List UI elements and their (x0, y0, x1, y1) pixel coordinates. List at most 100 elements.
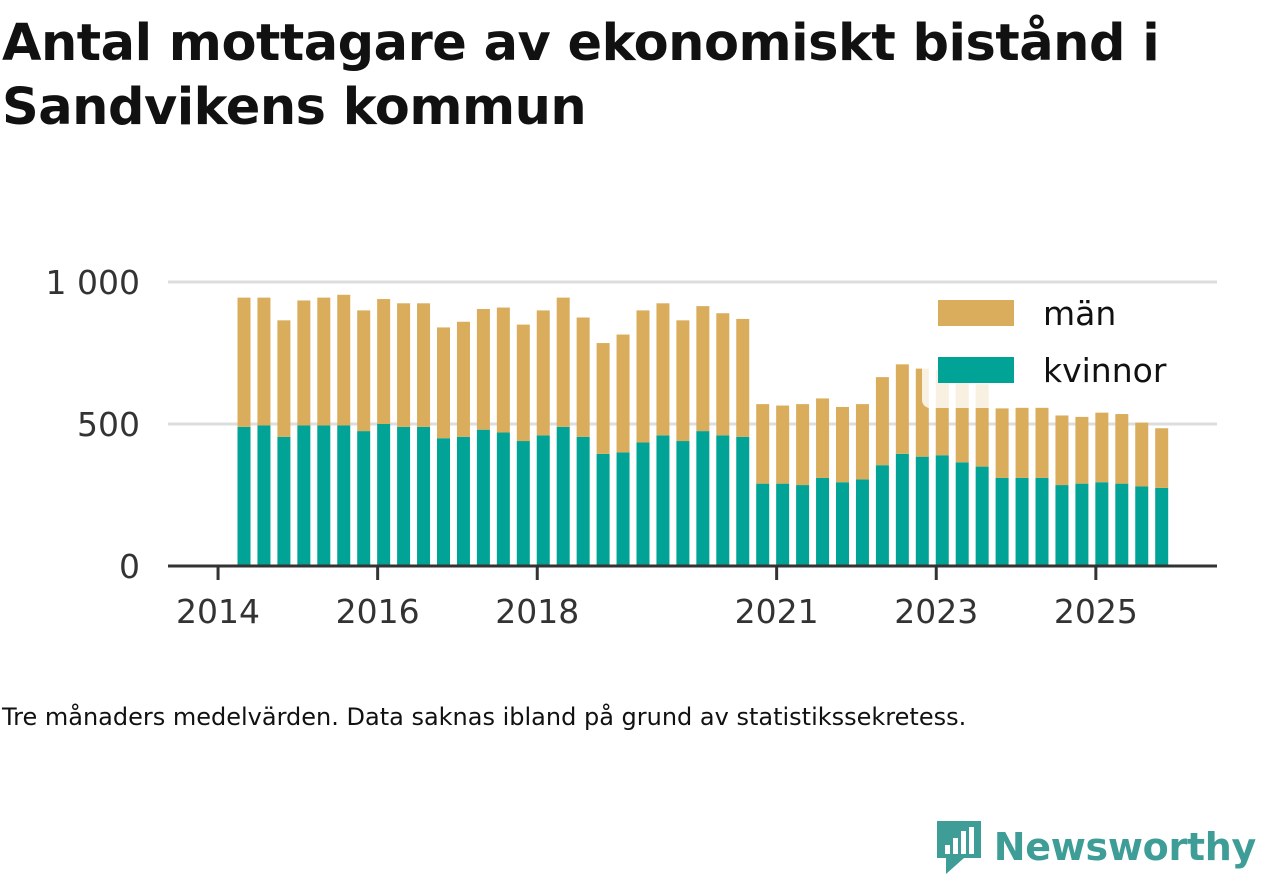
bar-kvinnor (816, 477, 830, 566)
bar-kvinnor (516, 441, 530, 566)
legend-swatch-kvinnor (938, 357, 1014, 383)
legend-label-kvinnor: kvinnor (1043, 351, 1167, 390)
legend-swatch-man (938, 300, 1014, 326)
bar-kvinnor (716, 435, 730, 566)
bars (237, 294, 1169, 566)
bar-man (277, 320, 291, 437)
bar-kvinnor (1075, 483, 1089, 566)
bar-kvinnor (576, 436, 590, 566)
bar-man (496, 307, 510, 433)
legend-label-man: män (1043, 294, 1116, 333)
bar-man (556, 297, 570, 427)
bar-kvinnor (975, 466, 989, 566)
bar-kvinnor (297, 425, 311, 566)
bar-kvinnor (437, 438, 450, 566)
bar-kvinnor (995, 477, 1009, 566)
bar-kvinnor (556, 426, 570, 566)
bar-man (616, 334, 630, 453)
bar-kvinnor (476, 429, 490, 566)
bar-man (875, 377, 889, 466)
bar-kvinnor (496, 432, 510, 566)
bar-man (1055, 415, 1069, 486)
bar-kvinnor (357, 431, 371, 566)
bar-kvinnor (875, 465, 889, 566)
bar-man (437, 327, 450, 439)
bar-kvinnor (596, 453, 610, 566)
bar-man (397, 303, 411, 427)
bar-man (516, 324, 530, 442)
bar-man (736, 318, 750, 437)
bar-kvinnor (536, 435, 550, 566)
bar-kvinnor (915, 456, 929, 566)
bar-man (476, 308, 490, 430)
bar-man (1115, 414, 1129, 484)
bar-man (1075, 416, 1089, 484)
bar-man (237, 297, 251, 427)
y-tick-label: 0 (119, 547, 140, 586)
bar-kvinnor (1135, 486, 1149, 566)
bar-man (895, 364, 909, 454)
bar-kvinnor (616, 452, 630, 566)
y-tick-label: 1 000 (46, 263, 140, 302)
bar-man (297, 300, 311, 426)
newsworthy-logo-icon (936, 821, 981, 874)
x-tick-label: 2014 (176, 592, 260, 631)
bar-man (756, 404, 770, 484)
bar-man (417, 303, 431, 427)
x-tick-label: 2025 (1054, 592, 1138, 631)
bar-kvinnor (337, 425, 351, 566)
bar-man (995, 408, 1009, 478)
bar-kvinnor (736, 436, 750, 566)
bar-man (836, 406, 849, 483)
chart-title: Antal mottagare av ekonomiskt bistånd i … (2, 14, 1160, 137)
bar-kvinnor (1055, 485, 1069, 566)
bar-man (676, 320, 690, 442)
x-tick-label: 2021 (735, 592, 819, 631)
bar-man (377, 299, 391, 424)
bar-kvinnor (696, 431, 710, 566)
bar-kvinnor (935, 455, 949, 566)
axes: 0 500 1 000 2014 2016 2018 2021 2023 2025 (46, 263, 1217, 631)
bar-man (357, 310, 371, 432)
caption: Tre månaders medelvärden. Data saknas ib… (2, 703, 967, 731)
bar-man (636, 310, 650, 443)
x-tick-label: 2023 (894, 592, 978, 631)
bar-kvinnor (1155, 487, 1169, 566)
bar-kvinnor (855, 479, 869, 566)
bar-man (536, 310, 550, 436)
bar-kvinnor (796, 485, 810, 566)
y-tick-label: 500 (77, 405, 140, 444)
bar-man (1015, 406, 1029, 478)
bar-kvinnor (1035, 477, 1049, 566)
newsworthy-logo: Newsworthy (934, 818, 1256, 876)
bar-kvinnor (895, 453, 909, 566)
bar-kvinnor (397, 426, 411, 566)
newsworthy-logo-text: Newsworthy (993, 825, 1257, 869)
bar-man (576, 317, 590, 437)
x-tick-label: 2016 (336, 592, 420, 631)
bar-man (816, 398, 830, 478)
bar-man (257, 297, 271, 426)
bar-kvinnor (377, 424, 391, 566)
bar-man (855, 404, 869, 480)
bar-kvinnor (417, 426, 431, 566)
bar-kvinnor (836, 482, 849, 566)
bar-kvinnor (277, 436, 291, 566)
legend: män kvinnor (922, 284, 1192, 408)
bar-man (1135, 422, 1149, 487)
bar-man (696, 306, 710, 432)
bar-man (1095, 412, 1109, 483)
bar-man (796, 404, 810, 486)
bar-man (317, 297, 331, 426)
bar-kvinnor (636, 442, 650, 566)
bar-man (1155, 428, 1169, 488)
bar-kvinnor (776, 483, 790, 566)
bar-man (656, 303, 670, 436)
bar-man (596, 343, 610, 454)
bar-kvinnor (1115, 483, 1129, 566)
bar-kvinnor (456, 436, 470, 566)
bar-kvinnor (656, 435, 670, 566)
bar-kvinnor (955, 462, 969, 566)
bar-man (337, 294, 351, 426)
bar-kvinnor (676, 441, 690, 566)
